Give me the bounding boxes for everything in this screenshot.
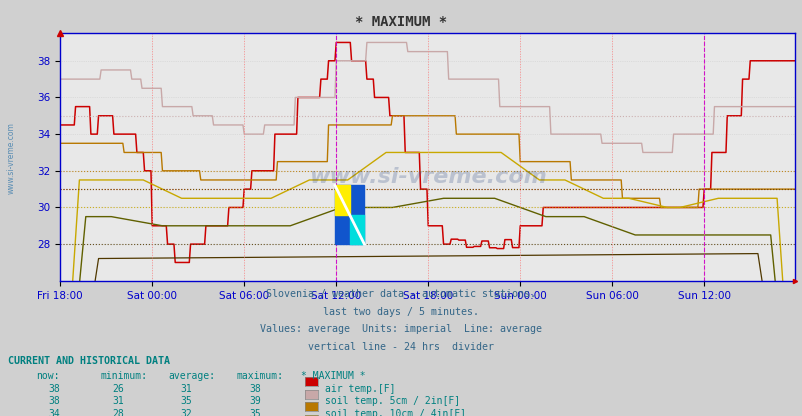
Text: 31: 31 [112, 396, 124, 406]
Text: average:: average: [168, 371, 216, 381]
Text: 35: 35 [249, 409, 261, 416]
Text: 32: 32 [180, 409, 192, 416]
Bar [334, 186, 349, 215]
Text: 35: 35 [180, 396, 192, 406]
Text: 38: 38 [249, 384, 261, 394]
Text: * MAXIMUM *: * MAXIMUM * [301, 371, 365, 381]
Text: air temp.[F]: air temp.[F] [325, 384, 395, 394]
Text: Slovenia / weather data - automatic stations.: Slovenia / weather data - automatic stat… [266, 289, 536, 299]
Bar [334, 186, 364, 244]
Text: maximum:: maximum: [237, 371, 284, 381]
Text: 38: 38 [48, 396, 60, 406]
Text: 28: 28 [112, 409, 124, 416]
Text: minimum:: minimum: [100, 371, 148, 381]
Text: 38: 38 [48, 384, 60, 394]
Text: * MAXIMUM *: * MAXIMUM * [355, 15, 447, 29]
Text: CURRENT AND HISTORICAL DATA: CURRENT AND HISTORICAL DATA [8, 356, 170, 366]
Text: www.si-vreme.com: www.si-vreme.com [308, 167, 546, 187]
Text: soil temp. 5cm / 2in[F]: soil temp. 5cm / 2in[F] [325, 396, 460, 406]
Text: 39: 39 [249, 396, 261, 406]
Text: Values: average  Units: imperial  Line: average: Values: average Units: imperial Line: av… [260, 324, 542, 334]
Text: 31: 31 [180, 384, 192, 394]
Text: www.si-vreme.com: www.si-vreme.com [6, 122, 15, 194]
Text: vertical line - 24 hrs  divider: vertical line - 24 hrs divider [308, 342, 494, 352]
Text: 34: 34 [48, 409, 60, 416]
Text: now:: now: [36, 371, 59, 381]
Bar [349, 215, 364, 244]
Text: 26: 26 [112, 384, 124, 394]
Text: soil temp. 10cm / 4in[F]: soil temp. 10cm / 4in[F] [325, 409, 466, 416]
Text: last two days / 5 minutes.: last two days / 5 minutes. [323, 307, 479, 317]
